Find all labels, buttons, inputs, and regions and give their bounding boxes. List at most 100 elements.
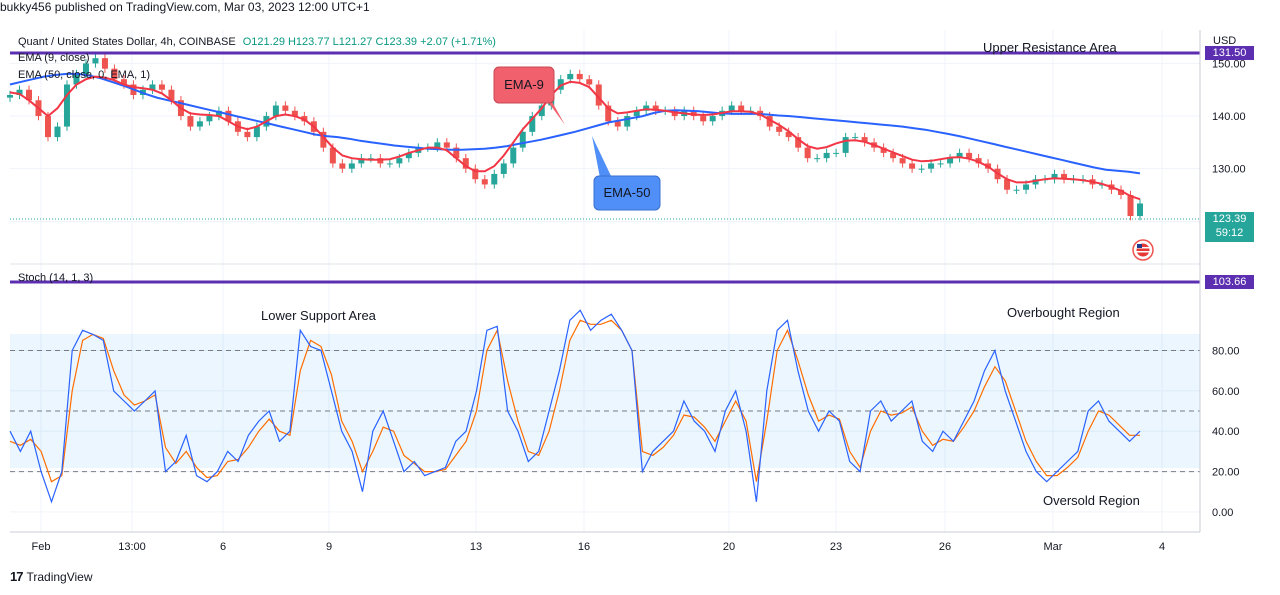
time-tick-label: 23	[830, 541, 842, 553]
candle-body	[54, 126, 61, 138]
candle-body	[852, 137, 859, 139]
time-axis: Feb 13:00 6 9 13 16 20 23 26 Mar 4	[32, 541, 1166, 553]
candle	[1051, 169, 1058, 184]
candle-body	[795, 137, 802, 148]
candle-body	[937, 163, 944, 165]
candle-body	[367, 158, 374, 160]
candle-body	[282, 105, 289, 111]
candle-body	[1137, 203, 1143, 217]
candle-body	[1051, 173, 1058, 180]
candle-body	[405, 152, 412, 159]
upper-resistance-label: Upper Resistance Area	[983, 40, 1117, 55]
candle	[500, 159, 507, 179]
candle	[861, 132, 868, 147]
candle	[472, 164, 479, 184]
candle-body	[909, 163, 916, 169]
candle-body	[510, 147, 517, 164]
candle	[1061, 169, 1068, 184]
candle	[491, 169, 498, 189]
candle	[785, 127, 792, 142]
candle-body	[928, 163, 935, 169]
candle	[538, 101, 545, 121]
candle	[16, 85, 23, 100]
ema9-line	[9, 75, 1141, 201]
ema50-line	[9, 72, 1141, 175]
candle-body	[16, 89, 23, 95]
candle-body	[196, 121, 203, 127]
candle	[890, 148, 897, 163]
candle	[101, 53, 108, 73]
candle	[918, 164, 925, 173]
candles	[7, 53, 1143, 221]
candle-body	[348, 163, 355, 169]
candle-body	[481, 179, 488, 185]
candle	[909, 159, 916, 173]
candle	[529, 111, 536, 137]
candle-body	[92, 58, 99, 64]
candle	[92, 53, 99, 68]
candle	[149, 80, 156, 94]
candle-body	[776, 126, 783, 132]
time-tick-label: 13:00	[118, 541, 146, 553]
candle-body	[82, 63, 89, 74]
candle	[462, 153, 469, 173]
candle	[842, 132, 849, 158]
candle	[291, 106, 298, 121]
candle-body	[519, 131, 526, 148]
candle-body	[329, 147, 336, 164]
candle	[519, 127, 526, 152]
candle	[367, 153, 374, 163]
candle	[320, 127, 327, 152]
candle-body	[225, 110, 232, 122]
candle	[1118, 185, 1125, 200]
price-tick-label: 130.00	[1212, 164, 1246, 176]
stoch-tick-label: 60.00	[1212, 386, 1240, 398]
candle-body	[918, 168, 925, 170]
candle-body	[766, 116, 773, 127]
candle-body	[652, 105, 659, 111]
candle	[605, 101, 612, 126]
time-tick-label: Feb	[32, 541, 51, 553]
candle-body	[947, 158, 954, 164]
price-tick-label: 150.00	[1212, 58, 1246, 70]
candle-body	[291, 110, 298, 117]
candle-body	[690, 110, 697, 117]
overbought-label: Overbought Region	[1007, 305, 1120, 320]
candle-body	[738, 105, 745, 111]
candle	[624, 111, 631, 131]
candle	[63, 80, 70, 131]
candle-body	[386, 163, 393, 165]
bar-countdown: 59:12	[1215, 227, 1244, 239]
candle-body	[1032, 179, 1039, 185]
candle-body	[462, 158, 469, 169]
ema50-callout-pointer	[592, 136, 612, 178]
candle	[690, 106, 697, 121]
candle-body	[63, 84, 70, 127]
candle-body	[586, 79, 593, 85]
ema9-callout-box	[493, 66, 555, 104]
candle-body	[529, 116, 536, 132]
candle-body	[320, 131, 327, 148]
time-tick-label: 16	[578, 541, 590, 553]
stoch-tick-label: 20.00	[1212, 467, 1240, 479]
current-price-value: 123.39	[1212, 213, 1247, 225]
candle	[576, 69, 583, 84]
candle	[481, 175, 488, 189]
time-tick-label: 9	[326, 541, 332, 553]
time-tick-label: 20	[723, 541, 735, 553]
candle-body	[244, 131, 251, 138]
candle-body	[861, 137, 868, 143]
candle	[947, 153, 954, 168]
candle-body	[842, 137, 849, 153]
candle	[196, 117, 203, 131]
candle-body	[120, 79, 127, 85]
candle-body	[500, 163, 507, 174]
lower-support-label: Lower Support Area	[261, 308, 376, 323]
candle	[339, 159, 346, 173]
candle	[1137, 199, 1143, 221]
publisher-line: bukky456 published on TradingView.com, M…	[0, 0, 370, 14]
candle-body	[491, 173, 498, 185]
candle	[386, 159, 393, 168]
oversold-label: Oversold Region	[1043, 493, 1140, 508]
